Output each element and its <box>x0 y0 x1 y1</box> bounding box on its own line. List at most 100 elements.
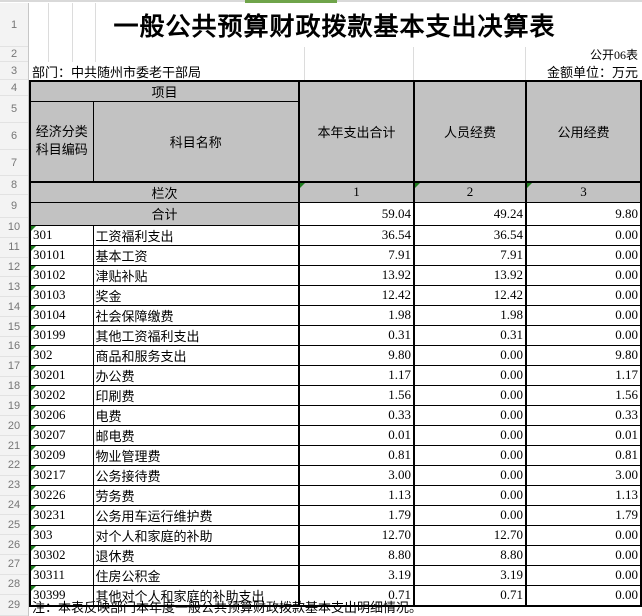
value-cell[interactable]: 13.92 <box>298 264 415 286</box>
value-cell[interactable]: 0.00 <box>525 584 642 606</box>
code-cell[interactable]: 301 <box>29 224 94 246</box>
code-cell[interactable]: 303 <box>29 524 94 546</box>
value-cell[interactable]: 0.00 <box>413 384 527 406</box>
row-header[interactable]: 15 <box>0 317 28 337</box>
total-value-cell[interactable]: 59.04 <box>298 201 415 226</box>
code-cell[interactable]: 30101 <box>29 244 94 266</box>
value-cell[interactable]: 0.00 <box>525 224 642 246</box>
subject-name-cell[interactable]: 基本工资 <box>92 244 300 266</box>
value-cell[interactable]: 12.42 <box>298 284 415 306</box>
value-cell[interactable]: 12.42 <box>413 284 527 306</box>
value-cell[interactable]: 13.92 <box>413 264 527 286</box>
row-header[interactable]: 25 <box>0 515 28 536</box>
value-cell[interactable]: 3.19 <box>298 564 415 586</box>
value-cell[interactable]: 0.00 <box>525 244 642 266</box>
value-cell[interactable]: 0.00 <box>525 524 642 546</box>
index-cell-1[interactable]: 1 <box>298 180 415 203</box>
value-cell[interactable]: 7.91 <box>413 244 527 266</box>
total-label-cell[interactable]: 合计 <box>29 201 300 226</box>
row-header[interactable]: 12 <box>0 258 28 278</box>
total-value-cell[interactable]: 49.24 <box>413 201 527 226</box>
row-header[interactable]: 21 <box>0 436 28 456</box>
code-cell[interactable]: 30226 <box>29 484 94 506</box>
row-header[interactable]: 16 <box>0 337 28 357</box>
row-header[interactable]: 17 <box>0 357 28 377</box>
value-cell[interactable]: 1.17 <box>525 364 642 386</box>
value-cell[interactable]: 0.31 <box>298 324 415 346</box>
value-cell[interactable]: 0.33 <box>525 404 642 426</box>
value-cell[interactable]: 0.00 <box>413 464 527 486</box>
row-header[interactable]: 3 <box>0 62 28 80</box>
row-header[interactable]: 18 <box>0 377 28 397</box>
subject-name-cell[interactable]: 电费 <box>92 404 300 426</box>
subject-name-cell[interactable]: 工资福利支出 <box>92 224 300 246</box>
index-label-cell[interactable]: 栏次 <box>29 180 300 203</box>
value-cell[interactable]: 12.70 <box>298 524 415 546</box>
code-cell[interactable]: 30102 <box>29 264 94 286</box>
value-cell[interactable]: 3.00 <box>525 464 642 486</box>
value-cell[interactable]: 0.01 <box>298 424 415 446</box>
subject-name-cell[interactable]: 奖金 <box>92 284 300 306</box>
value-cell[interactable]: 0.00 <box>525 324 642 346</box>
header-cell-project[interactable]: 项目 <box>29 80 300 102</box>
subject-name-cell[interactable]: 劳务费 <box>92 484 300 506</box>
header-cell-total-expenditure[interactable]: 本年支出合计 <box>298 80 415 182</box>
code-cell[interactable]: 30217 <box>29 464 94 486</box>
index-cell-3[interactable]: 3 <box>525 180 642 203</box>
subject-name-cell[interactable]: 对个人和家庭的补助 <box>92 524 300 546</box>
value-cell[interactable]: 9.80 <box>298 344 415 366</box>
header-cell-subject-name[interactable]: 科目名称 <box>92 101 300 182</box>
value-cell[interactable]: 0.00 <box>413 484 527 506</box>
subject-name-cell[interactable]: 社会保障缴费 <box>92 304 300 326</box>
row-header[interactable]: 26 <box>0 535 28 556</box>
code-cell[interactable]: 30311 <box>29 564 94 586</box>
value-cell[interactable]: 0.00 <box>413 404 527 426</box>
row-header[interactable]: 22 <box>0 456 28 476</box>
code-cell[interactable]: 30302 <box>29 544 94 566</box>
code-cell[interactable]: 302 <box>29 344 94 366</box>
subject-name-cell[interactable]: 退休费 <box>92 544 300 566</box>
row-header[interactable]: 8 <box>0 176 28 195</box>
value-cell[interactable]: 0.71 <box>413 584 527 606</box>
subject-name-cell[interactable]: 公务用车运行维护费 <box>92 504 300 526</box>
index-cell-2[interactable]: 2 <box>413 180 527 203</box>
row-header[interactable]: 2 <box>0 47 28 62</box>
value-cell[interactable]: 0.00 <box>525 304 642 326</box>
row-header[interactable]: 4 <box>0 80 28 96</box>
row-header[interactable]: 24 <box>0 496 28 516</box>
subject-name-cell[interactable]: 其他工资福利支出 <box>92 324 300 346</box>
value-cell[interactable]: 0.00 <box>413 364 527 386</box>
value-cell[interactable]: 0.81 <box>298 444 415 466</box>
row-header[interactable]: 13 <box>0 277 28 298</box>
department-label[interactable]: 部门：中共随州市委老干部局 <box>32 64 202 80</box>
value-cell[interactable]: 0.33 <box>298 404 415 426</box>
subject-name-cell[interactable]: 商品和服务支出 <box>92 344 300 366</box>
subject-name-cell[interactable]: 津贴补贴 <box>92 264 300 286</box>
unit-label[interactable]: 金额单位：万元 <box>546 64 638 80</box>
value-cell[interactable]: 9.80 <box>525 344 642 366</box>
value-cell[interactable]: 1.79 <box>298 504 415 526</box>
form-label-cell[interactable]: 公开06表 <box>29 47 638 62</box>
value-cell[interactable]: 0.81 <box>525 444 642 466</box>
subject-name-cell[interactable]: 印刷费 <box>92 384 300 406</box>
row-header[interactable]: 19 <box>0 396 28 417</box>
code-cell[interactable]: 30103 <box>29 284 94 306</box>
row-header[interactable]: 11 <box>0 238 28 258</box>
code-cell[interactable]: 30199 <box>29 324 94 346</box>
row-header[interactable]: 1 <box>0 3 28 47</box>
value-cell[interactable]: 3.00 <box>298 464 415 486</box>
row-header[interactable]: 27 <box>0 555 28 575</box>
value-cell[interactable]: 0.00 <box>525 284 642 306</box>
value-cell[interactable]: 12.70 <box>413 524 527 546</box>
sheet-title-cell[interactable]: 一般公共预算财政拨款基本支出决算表 <box>29 3 640 47</box>
row-header[interactable]: 29 <box>0 595 28 616</box>
value-cell[interactable]: 8.80 <box>413 544 527 566</box>
value-cell[interactable]: 1.98 <box>413 304 527 326</box>
value-cell[interactable]: 1.98 <box>298 304 415 326</box>
row-header[interactable]: 28 <box>0 575 28 595</box>
row-header[interactable]: 6 <box>0 123 28 150</box>
code-cell[interactable]: 30202 <box>29 384 94 406</box>
row-header[interactable]: 5 <box>0 96 28 123</box>
code-cell[interactable]: 30231 <box>29 504 94 526</box>
code-cell[interactable]: 30209 <box>29 444 94 466</box>
